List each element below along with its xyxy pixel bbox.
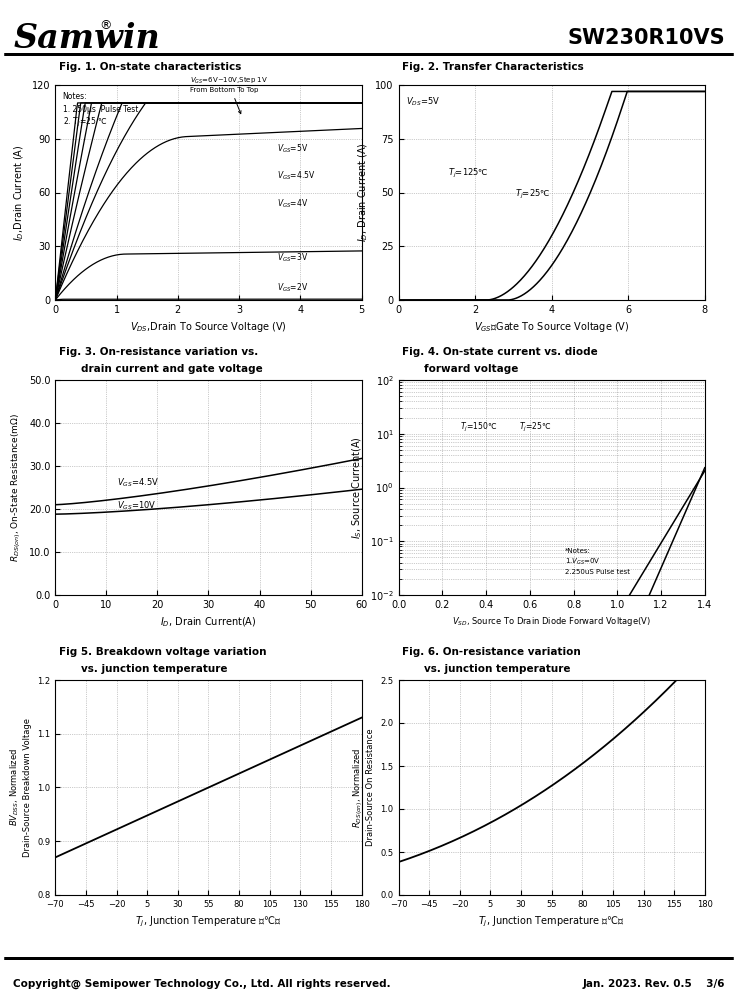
Text: 1. 250μs  Pulse Test: 1. 250μs Pulse Test — [63, 105, 138, 114]
Text: $V_{DS}$=5V: $V_{DS}$=5V — [406, 95, 441, 108]
Text: $V_{GS}$=6V~10V,Step 1V
From Bottom To Top: $V_{GS}$=6V~10V,Step 1V From Bottom To T… — [190, 76, 268, 114]
Y-axis label: $R_{DS(on)}$, Normalized
Drain-Source On Resistance: $R_{DS(on)}$, Normalized Drain-Source On… — [351, 729, 375, 846]
X-axis label: $I_D$, Drain Current(A): $I_D$, Drain Current(A) — [160, 615, 257, 629]
Text: forward voltage: forward voltage — [424, 364, 519, 374]
X-axis label: $V_{GS}$，Gate To Source Voltage (V): $V_{GS}$，Gate To Source Voltage (V) — [474, 320, 630, 334]
Text: $V_{GS}$=2V: $V_{GS}$=2V — [277, 281, 308, 294]
Text: 2. T$_j$=25 ℃: 2. T$_j$=25 ℃ — [63, 116, 108, 129]
Text: drain current and gate voltage: drain current and gate voltage — [81, 364, 263, 374]
Text: vs. junction temperature: vs. junction temperature — [424, 664, 571, 674]
Y-axis label: $I_S$, Source Current(A): $I_S$, Source Current(A) — [351, 436, 365, 539]
Text: $V_{GS}$=3V: $V_{GS}$=3V — [277, 252, 308, 264]
Y-axis label: $R_{DS(on)}$, On-State Resistance(mΩ): $R_{DS(on)}$, On-State Resistance(mΩ) — [10, 413, 24, 562]
Text: SW230R10VS: SW230R10VS — [567, 28, 725, 48]
Text: Fig. 2. Transfer Characteristics: Fig. 2. Transfer Characteristics — [402, 62, 584, 72]
Text: $V_{GS}$=5V: $V_{GS}$=5V — [277, 142, 308, 155]
Text: ®: ® — [100, 19, 112, 32]
Text: Fig. 4. On-state current vs. diode: Fig. 4. On-state current vs. diode — [402, 347, 598, 357]
Text: $T_j$=150℃: $T_j$=150℃ — [460, 421, 497, 434]
Text: Fig. 1. On-state characteristics: Fig. 1. On-state characteristics — [59, 62, 241, 72]
Text: $T_j$=25℃: $T_j$=25℃ — [519, 421, 551, 434]
Text: $V_{GS}$=4V: $V_{GS}$=4V — [277, 198, 308, 210]
Text: Notes:: Notes: — [63, 92, 87, 101]
Y-axis label: $BV_{DSS}$, Normalized
Drain-Source Breakdown Voltage: $BV_{DSS}$, Normalized Drain-Source Brea… — [9, 718, 32, 857]
X-axis label: $T_j$, Junction Temperature （℃）: $T_j$, Junction Temperature （℃） — [478, 914, 625, 929]
Text: Samwin: Samwin — [13, 21, 160, 54]
Text: $T_j$=125℃: $T_j$=125℃ — [448, 167, 489, 180]
Text: $T_j$=25℃: $T_j$=25℃ — [515, 188, 551, 201]
Text: vs. junction temperature: vs. junction temperature — [81, 664, 228, 674]
Text: $V_{GS}$=4.5V: $V_{GS}$=4.5V — [277, 169, 316, 182]
Y-axis label: $I_D$, Drain Current (A): $I_D$, Drain Current (A) — [356, 143, 370, 242]
Text: Fig 5. Breakdown voltage variation: Fig 5. Breakdown voltage variation — [59, 647, 266, 657]
Text: *Notes:
1.$V_{GS}$=0V
2.250uS Pulse test: *Notes: 1.$V_{GS}$=0V 2.250uS Pulse test — [565, 548, 630, 575]
Text: $V_{GS}$=10V: $V_{GS}$=10V — [117, 499, 156, 512]
X-axis label: $V_{SD}$, Source To Drain Diode Forward Voltage(V): $V_{SD}$, Source To Drain Diode Forward … — [452, 615, 651, 628]
Text: Fig. 6. On-resistance variation: Fig. 6. On-resistance variation — [402, 647, 581, 657]
Text: $V_{GS}$=4.5V: $V_{GS}$=4.5V — [117, 476, 159, 489]
X-axis label: $T_j$, Junction Temperature （℃）: $T_j$, Junction Temperature （℃） — [135, 914, 282, 929]
Text: Copyright@ Semipower Technology Co., Ltd. All rights reserved.: Copyright@ Semipower Technology Co., Ltd… — [13, 979, 391, 989]
X-axis label: $V_{DS}$,Drain To Source Voltage (V): $V_{DS}$,Drain To Source Voltage (V) — [130, 320, 287, 334]
Y-axis label: $I_D$,Drain Current (A): $I_D$,Drain Current (A) — [13, 144, 27, 241]
Text: Jan. 2023. Rev. 0.5    3/6: Jan. 2023. Rev. 0.5 3/6 — [582, 979, 725, 989]
Text: Fig. 3. On-resistance variation vs.: Fig. 3. On-resistance variation vs. — [59, 347, 258, 357]
